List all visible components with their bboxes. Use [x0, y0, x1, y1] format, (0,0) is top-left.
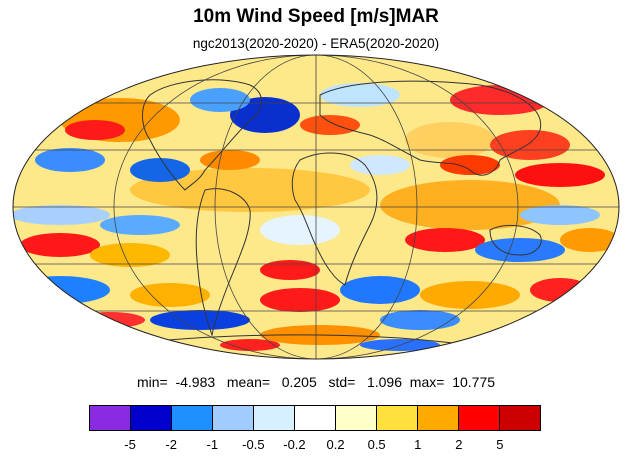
- colorbar-box: [213, 406, 254, 430]
- colorbar-box: [131, 406, 172, 430]
- colorbar-tick-label: -1: [206, 437, 219, 452]
- std-value: 1.096: [366, 374, 403, 390]
- colorbar-tick-label: 1: [414, 437, 422, 452]
- colorbar-tick-label: -5: [124, 437, 136, 452]
- mean-label: mean=: [226, 374, 271, 390]
- colorbar-tick-label: -0.2: [283, 437, 306, 452]
- colorbar-box: [90, 406, 131, 430]
- globe-outline: [12, 54, 620, 360]
- colorbar-box: [172, 406, 213, 430]
- colorbar-labels: -5 -2 -1 -0.5 -0.2 0.2 0.5 1 2 5: [0, 437, 632, 453]
- colorbar-box: [254, 406, 295, 430]
- mean-value: 0.205: [281, 374, 317, 390]
- min-value: -4.983: [175, 374, 216, 390]
- colorbar-tick-label: 0.2: [326, 437, 345, 452]
- max-label: max=: [409, 374, 445, 390]
- wind-speed-difference-map: [12, 54, 620, 360]
- colorbar-tick-label: 0.5: [367, 437, 386, 452]
- colorbar-box: [418, 406, 459, 430]
- colorbar-box: [336, 406, 377, 430]
- colorbar-box: [500, 406, 540, 430]
- colorbar-box: [459, 406, 500, 430]
- anomaly-patches: [13, 83, 619, 351]
- colorbar-tick-label: 5: [496, 437, 504, 452]
- graticule: [13, 55, 619, 359]
- colorbar-box: [377, 406, 418, 430]
- figure-title: 10m Wind Speed [m/s]MAR: [193, 6, 439, 27]
- colorbar: [89, 405, 541, 431]
- colorbar-tick-label: -2: [165, 437, 177, 452]
- std-label: std=: [328, 374, 356, 390]
- colorbar-tick-label: -0.5: [242, 437, 265, 452]
- colorbar-box: [295, 406, 336, 430]
- figure-subtitle: ngc2013(2020-2020) - ERA5(2020-2020): [192, 36, 440, 51]
- statistics-line: min= -4.983 mean= 0.205 std= 1.096 max= …: [0, 374, 632, 390]
- min-label: min=: [136, 374, 168, 390]
- colorbar-tick-label: 2: [455, 437, 463, 452]
- max-value: 10.775: [452, 374, 496, 390]
